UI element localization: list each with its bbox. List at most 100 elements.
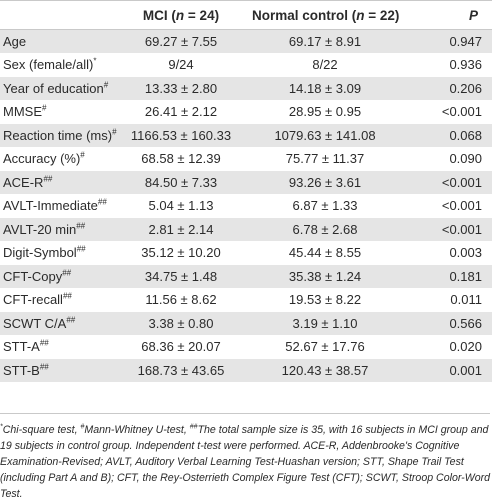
row-label-text: Sex (female/all): [3, 57, 94, 73]
cell-normal-control-value: 6.87 ± 1.33: [292, 198, 358, 214]
table-footnote: *Chi-square test, #Mann-Whitney U-test, …: [0, 413, 490, 502]
row-label-footnote-mark: #: [80, 150, 85, 160]
row-label-text: SCWT C/A: [3, 315, 67, 331]
table-row: CFT-Copy## 34.75 ± 1.48 35.38 ± 1.24 0.181: [0, 264, 492, 289]
row-label-footnote-mark: *: [93, 56, 97, 66]
row-label: Year of education#: [0, 77, 112, 101]
cell-normal-control-value: 8/22: [312, 57, 338, 73]
header-mci: MCI (n = 24): [112, 0, 250, 30]
table-row: STT-B## 168.73 ± 43.65 120.43 ± 38.57 0.001: [0, 358, 492, 383]
row-label-text: Age: [3, 34, 27, 49]
cell-mci-value: 9/24: [168, 57, 194, 73]
row-label-text: Accuracy (%): [3, 151, 81, 167]
row-label-text: CFT-Copy: [3, 268, 63, 284]
table-body: Age 69.27 ± 7.55 69.17 ± 8.91 0.947 Sex (fem…: [0, 29, 492, 383]
row-label-text: AVLT-Immediate: [3, 198, 98, 214]
cell-mci-value: 68.58 ± 12.39: [141, 151, 221, 167]
cell-p-value: 0.003: [449, 245, 482, 261]
row-label-footnote-mark: ##: [62, 268, 72, 278]
table-row: STT-A## 68.36 ± 20.07 52.67 ± 17.76 0.020: [0, 335, 492, 359]
cell-mci-value: 68.36 ± 20.07: [141, 339, 221, 355]
row-label-footnote-mark: ##: [76, 221, 86, 231]
cell-p-value: 0.206: [449, 80, 482, 96]
cell-p-value: 0.947: [449, 34, 482, 49]
row-label: CFT-Copy##: [0, 265, 112, 289]
row-label: Age: [0, 30, 112, 54]
footnote-text-mann: Mann-Whitney U-test,: [84, 424, 190, 436]
row-label-footnote-mark: ##: [43, 174, 53, 184]
row-label: STT-B##: [0, 359, 112, 383]
cell-p-value: 0.068: [449, 127, 482, 143]
cell-normal-control-value: 6.78 ± 2.68: [292, 221, 358, 237]
table-row: AVLT-Immediate## 5.04 ± 1.13 6.87 ± 1.33 <0…: [0, 194, 492, 218]
row-label: ACE-R##: [0, 171, 112, 195]
footnote-text-main: The total sample size is 35, with 16 sub…: [0, 424, 491, 500]
cell-p-value: <0.001: [441, 221, 482, 237]
cell-normal-control-value: 3.19 ± 1.10: [292, 315, 358, 331]
cell-p-value: 0.090: [449, 151, 482, 167]
cell-p-value: <0.001: [441, 174, 482, 190]
cell-mci-value: 84.50 ± 7.33: [144, 174, 218, 190]
header-variable: [0, 0, 112, 30]
row-label-footnote-mark: ##: [39, 338, 49, 348]
row-label: SCWT C/A##: [0, 312, 112, 336]
table-row: MMSE# 26.41 ± 2.12 28.95 ± 0.95 <0.001: [0, 100, 492, 124]
demographics-table: MCI (n = 24) Normal control (n = 22) P A…: [0, 0, 492, 382]
row-label-text: CFT-recall: [3, 292, 63, 308]
cell-normal-control-value: 75.77 ± 11.37: [285, 151, 365, 167]
row-label-text: AVLT-20 min: [3, 221, 77, 237]
row-label: CFT-recall##: [0, 288, 112, 312]
cell-p-value: 0.001: [449, 362, 482, 378]
demographics-table-container: MCI (n = 24) Normal control (n = 22) P A…: [0, 0, 492, 382]
cell-normal-control-value: 35.38 ± 1.24: [288, 268, 362, 284]
table-row: Age 69.27 ± 7.55 69.17 ± 8.91 0.947: [0, 29, 492, 54]
footnote-symbol-hash: #: [80, 423, 85, 431]
table-row: Year of education# 13.33 ± 2.80 14.18 ± 3.…: [0, 76, 492, 101]
cell-mci-value: 3.38 ± 0.80: [148, 315, 214, 331]
row-label-text: MMSE: [3, 104, 42, 120]
row-label: AVLT-20 min##: [0, 218, 112, 242]
cell-p-value: <0.001: [441, 198, 482, 214]
cell-normal-control-value: 93.26 ± 3.61: [288, 174, 362, 190]
row-label-text: Digit-Symbol: [3, 245, 77, 261]
table-row: Digit-Symbol## 35.12 ± 10.20 45.44 ± 8.55 0…: [0, 241, 492, 265]
row-label-footnote-mark: ##: [76, 244, 86, 254]
header-normal-control: Normal control (n = 22): [250, 0, 400, 30]
row-label-footnote-mark: ##: [39, 362, 49, 372]
row-label: MMSE#: [0, 100, 112, 124]
table-row: AVLT-20 min## 2.81 ± 2.14 6.78 ± 2.68 <0.00…: [0, 217, 492, 242]
cell-mci-value: 2.81 ± 2.14: [148, 221, 214, 237]
row-label-text: Year of education: [3, 80, 104, 96]
row-label-text: ACE-R: [3, 174, 44, 190]
row-label-footnote-mark: ##: [97, 197, 107, 207]
cell-p-value: 0.011: [450, 292, 482, 308]
row-label-text: STT-A: [3, 339, 40, 355]
table-row: ACE-R## 84.50 ± 7.33 93.26 ± 3.61 <0.001: [0, 170, 492, 195]
cell-normal-control-value: 120.43 ± 38.57: [281, 362, 369, 378]
row-label: Accuracy (%)#: [0, 147, 112, 171]
row-label-text: Reaction time (ms): [3, 127, 113, 143]
row-label-footnote-mark: #: [103, 80, 109, 90]
cell-p-value: 0.566: [449, 315, 482, 331]
table-row: Reaction time (ms)# 1166.53 ± 160.33 1079.…: [0, 123, 492, 148]
cell-mci-value: 13.33 ± 2.80: [144, 80, 218, 96]
cell-mci-value: 168.73 ± 43.65: [137, 362, 225, 378]
cell-mci-value: 26.41 ± 2.12: [144, 104, 218, 120]
row-label-footnote-mark: ##: [62, 291, 72, 301]
header-p-value: P: [400, 0, 492, 30]
table-row: SCWT C/A## 3.38 ± 0.80 3.19 ± 1.10 0.566: [0, 311, 492, 336]
cell-normal-control-value: 28.95 ± 0.95: [288, 104, 362, 120]
cell-mci-value: 5.04 ± 1.13: [148, 198, 214, 214]
cell-mci-value: 34.75 ± 1.48: [144, 268, 218, 284]
table-row: Accuracy (%)# 68.58 ± 12.39 75.77 ± 11.37 0…: [0, 147, 492, 171]
footnote-text-chi: Chi-square test,: [2, 424, 81, 436]
cell-p-value: 0.020: [449, 339, 482, 355]
table-row: Sex (female/all)* 9/24 8/22 0.936: [0, 53, 492, 77]
cell-p-value: 0.181: [449, 268, 482, 284]
cell-normal-control-value: 69.17 ± 8.91: [288, 34, 362, 49]
cell-normal-control-value: 45.44 ± 8.55: [288, 245, 362, 261]
footnote-symbol-star: *: [0, 423, 3, 431]
row-label: Reaction time (ms)#: [0, 124, 117, 148]
cell-normal-control-value: 52.67 ± 17.76: [285, 339, 365, 355]
row-label-footnote-mark: #: [42, 103, 47, 113]
